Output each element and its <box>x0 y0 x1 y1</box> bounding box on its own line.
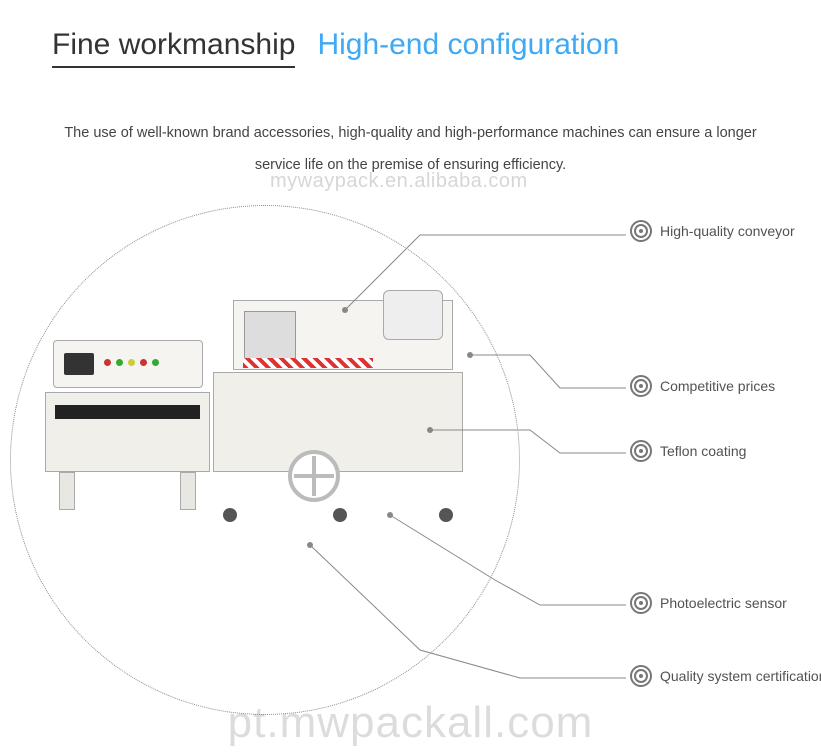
callout-label: High-quality conveyor <box>660 223 795 239</box>
target-icon <box>630 665 652 687</box>
callout-label: Quality system certification <box>660 668 821 684</box>
callout-label: Teflon coating <box>660 443 746 459</box>
subtitle-text: The use of well-known brand accessories,… <box>50 118 771 182</box>
target-icon <box>630 440 652 462</box>
header: Fine workmanship High-end configuration <box>52 28 619 68</box>
header-blue-text: High-end configuration <box>317 28 619 62</box>
target-icon <box>630 375 652 397</box>
header-dark-text: Fine workmanship <box>52 28 295 68</box>
callout-label: Competitive prices <box>660 378 775 394</box>
target-icon <box>630 220 652 242</box>
callout-item: High-quality conveyor <box>630 220 795 242</box>
callout-item: Photoelectric sensor <box>630 592 787 614</box>
callout-item: Quality system certification <box>630 665 821 687</box>
callout-item: Competitive prices <box>630 375 775 397</box>
callouts-container: High-quality conveyor Competitive prices T… <box>0 200 821 730</box>
callout-item: Teflon coating <box>630 440 746 462</box>
callout-label: Photoelectric sensor <box>660 595 787 611</box>
diagram-area: High-quality conveyor Competitive prices T… <box>0 200 821 730</box>
target-icon <box>630 592 652 614</box>
